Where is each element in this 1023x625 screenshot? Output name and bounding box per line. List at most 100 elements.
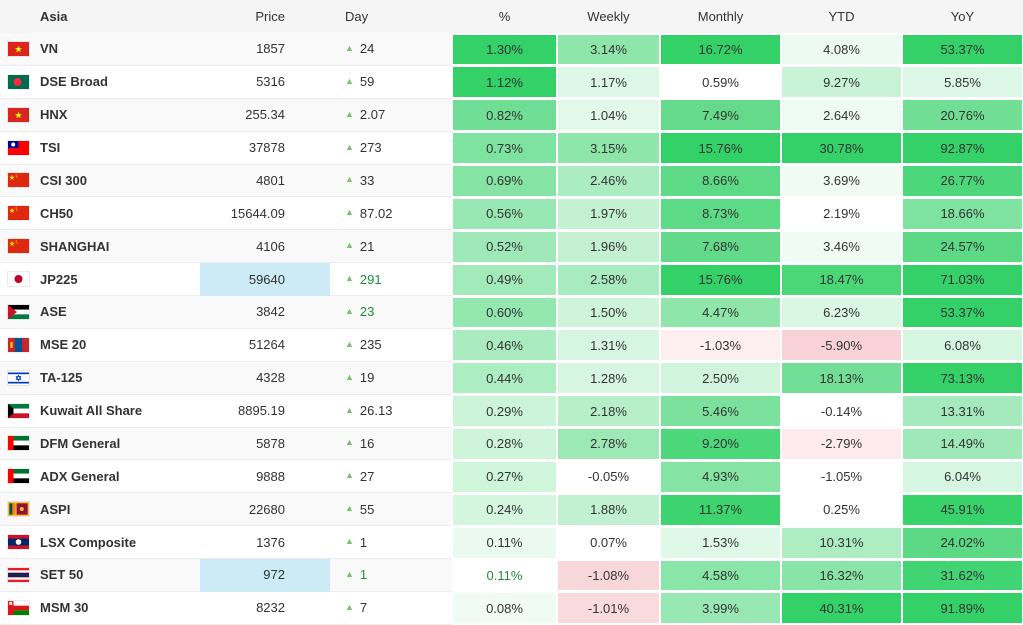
header-ytd[interactable]: YTD <box>828 9 855 24</box>
index-name-link[interactable]: Kuwait All Share <box>40 395 200 428</box>
day-change-value: 273 <box>359 140 382 156</box>
percent-yoy-cell-value: 26.77% <box>903 166 1022 196</box>
day-change-value: 87.02 <box>359 205 393 221</box>
index-name-link[interactable]: MSE 20 <box>40 329 200 362</box>
index-name-link[interactable]: TSI <box>40 132 200 165</box>
index-name-link[interactable]: LSX Composite <box>40 526 200 559</box>
index-name-link[interactable]: CH50 <box>40 197 200 231</box>
day-change: ▲ 27 <box>330 460 452 494</box>
percent-yoy-cell-value: 73.13% <box>903 363 1022 394</box>
percent-ytd-cell: 18.47% <box>781 263 902 296</box>
percent-day-cell-value: 0.08% <box>453 593 556 624</box>
index-name-link[interactable]: ASE <box>40 296 200 329</box>
price-value: 51264 <box>200 329 330 362</box>
percent-yoy-cell: 24.57% <box>902 230 1023 263</box>
percent-ytd-cell: -0.14% <box>781 395 902 428</box>
percent-yoy-cell-value: 6.04% <box>903 461 1022 492</box>
percent-weekly-cell-value: 1.17% <box>558 67 659 98</box>
flag-srilanka-icon <box>0 493 40 527</box>
day-change-value: 59 <box>359 74 375 90</box>
price-value: 1857 <box>200 33 330 66</box>
percent-ytd-cell: 2.19% <box>781 197 902 230</box>
day-change: ▲ 59 <box>330 66 452 99</box>
percent-ytd-cell: 40.31% <box>781 592 902 625</box>
percent-yoy-cell: 45.91% <box>902 493 1023 526</box>
percent-yoy-cell: 6.04% <box>902 460 1023 493</box>
percent-monthly-cell-value: 8.73% <box>661 198 780 229</box>
index-name-link[interactable]: TA-125 <box>40 361 200 395</box>
index-name-link[interactable]: JP225 <box>40 263 200 296</box>
index-name-link[interactable]: DSE Broad <box>40 66 200 99</box>
percent-ytd-cell: 2.64% <box>781 99 902 132</box>
index-name-link[interactable]: DFM General <box>40 427 200 461</box>
price-value: 5878 <box>200 427 330 461</box>
day-change-value: 21 <box>359 238 375 254</box>
percent-day-cell-value: 0.11% <box>453 527 556 558</box>
table-row: Kuwait All Share 8895.19 ▲ 26.13 0.29% 2.18% 5… <box>0 395 1023 428</box>
day-change: ▲ 24 <box>330 33 452 66</box>
index-name-link[interactable]: MSM 30 <box>40 592 200 625</box>
index-name-link[interactable]: ASPI <box>40 493 200 527</box>
day-change-value: 55 <box>359 501 375 517</box>
percent-weekly-cell-value: 2.46% <box>558 166 659 196</box>
triangle-up-icon: ▲ <box>345 141 354 152</box>
percent-weekly-cell: 2.78% <box>557 428 660 461</box>
percent-yoy-cell-value: 24.57% <box>903 231 1022 262</box>
percent-ytd-cell-value: 6.23% <box>782 297 901 328</box>
table-row: LSX Composite 1376 ▲ 1 0.11% 0.07% 1.53% 10.31%… <box>0 526 1023 559</box>
price-value: 22680 <box>200 493 330 527</box>
percent-ytd-cell: 4.08% <box>781 33 902 66</box>
percent-day-cell: 0.73% <box>452 132 557 165</box>
percent-ytd-cell: 10.31% <box>781 526 902 559</box>
percent-monthly-cell: 5.46% <box>660 395 781 428</box>
percent-ytd-cell-value: -5.90% <box>782 330 901 361</box>
day-change: ▲ 7 <box>330 592 452 625</box>
percent-monthly-cell-value: 4.47% <box>661 297 780 328</box>
percent-monthly-cell-value: 7.68% <box>661 231 780 262</box>
percent-ytd-cell-value: 3.69% <box>782 166 901 196</box>
index-name-link[interactable]: SHANGHAI <box>40 230 200 264</box>
index-name-link[interactable]: ADX General <box>40 460 200 494</box>
day-change: ▲ 23 <box>330 296 452 329</box>
index-name-link[interactable]: SET 50 <box>40 559 200 592</box>
header-day[interactable]: Day <box>345 9 369 24</box>
table-row: SHANGHAI 4106 ▲ 21 0.52% 1.96% 7.68% 3.46% 24.57… <box>0 230 1023 264</box>
percent-ytd-cell-value: 4.08% <box>782 34 901 65</box>
header-weekly[interactable]: Weekly <box>587 9 630 24</box>
price-value: 4106 <box>200 230 330 264</box>
index-name-link[interactable]: CSI 300 <box>40 164 200 198</box>
percent-weekly-cell: 1.31% <box>557 329 660 362</box>
flag-uae-icon <box>0 427 40 461</box>
header-yoy[interactable]: YoY <box>950 9 975 24</box>
percent-day-cell: 0.52% <box>452 230 557 263</box>
index-name-link[interactable]: HNX <box>40 98 200 132</box>
flag-china-icon <box>0 164 40 198</box>
percent-ytd-cell: 3.69% <box>781 165 902 198</box>
index-name-link[interactable]: VN <box>40 33 200 66</box>
percent-ytd-cell-value: -2.79% <box>782 429 901 459</box>
flag-china-icon <box>0 230 40 264</box>
percent-yoy-cell-value: 6.08% <box>903 330 1022 361</box>
percent-weekly-cell-value: 1.28% <box>558 363 659 394</box>
percent-weekly-cell-value: 2.58% <box>558 264 659 295</box>
table-row: ADX General 9888 ▲ 27 0.27% -0.05% 4.93% -1.05%… <box>0 460 1023 494</box>
percent-ytd-cell-value: 9.27% <box>782 67 901 98</box>
header-percent[interactable]: % <box>498 9 511 24</box>
percent-ytd-cell: 9.27% <box>781 66 902 99</box>
day-change: ▲ 1 <box>330 559 452 592</box>
percent-monthly-cell: 7.49% <box>660 99 781 132</box>
percent-day-cell: 0.24% <box>452 493 557 526</box>
header-price[interactable]: Price <box>255 9 285 24</box>
header-monthly[interactable]: Monthly <box>697 9 744 24</box>
percent-yoy-cell: 5.85% <box>902 66 1023 99</box>
percent-ytd-cell-value: 18.13% <box>782 363 901 394</box>
day-change-value: 26.13 <box>359 403 393 419</box>
percent-day-cell-value: 0.60% <box>453 297 556 328</box>
percent-day-cell: 0.56% <box>452 197 557 230</box>
percent-day-cell: 0.49% <box>452 263 557 296</box>
percent-weekly-cell-value: 2.18% <box>558 396 659 426</box>
percent-day-cell: 0.82% <box>452 99 557 132</box>
percent-weekly-cell: 1.97% <box>557 197 660 230</box>
percent-ytd-cell: -2.79% <box>781 428 902 461</box>
table-row: MSM 30 8232 ▲ 7 0.08% -1.01% 3.99% 40.31% 91.89% <box>0 592 1023 625</box>
